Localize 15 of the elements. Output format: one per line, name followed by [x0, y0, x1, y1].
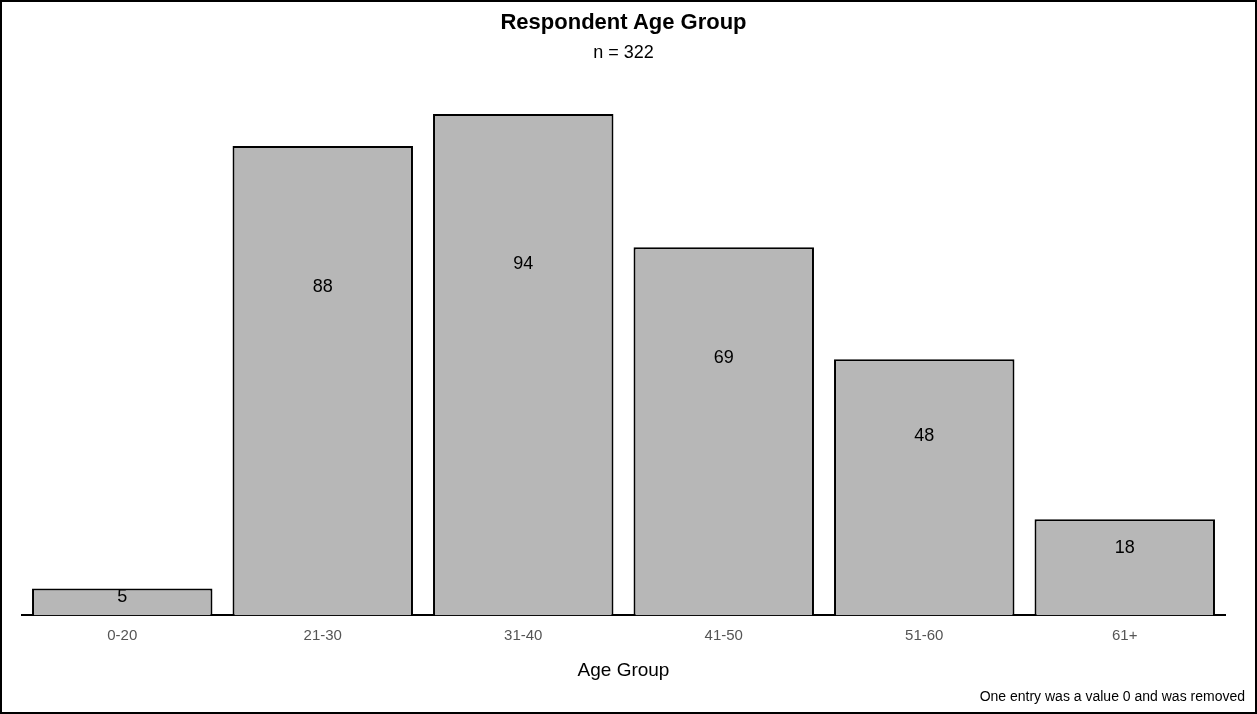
- x-tick-label: 61+: [1112, 626, 1138, 644]
- data-label: 18: [1114, 536, 1135, 557]
- x-tick-label: 41-50: [704, 626, 743, 644]
- data-label: 88: [312, 275, 333, 296]
- data-label: 94: [513, 253, 534, 274]
- data-label: 48: [914, 425, 935, 446]
- data-label: 69: [713, 346, 734, 367]
- chart-subtitle: n = 322: [593, 42, 654, 63]
- x-tick-label: 21-30: [303, 626, 342, 644]
- text: One entry was a value 0 and was removed: [979, 688, 1245, 704]
- x-tick-label: 0-20: [107, 626, 138, 644]
- x-axis-title: Age Group: [577, 658, 670, 680]
- x-tick-label: 51-60: [905, 626, 944, 644]
- x-tick-label: 31-40: [504, 626, 543, 644]
- chart-title: Respondent Age Group: [500, 9, 747, 35]
